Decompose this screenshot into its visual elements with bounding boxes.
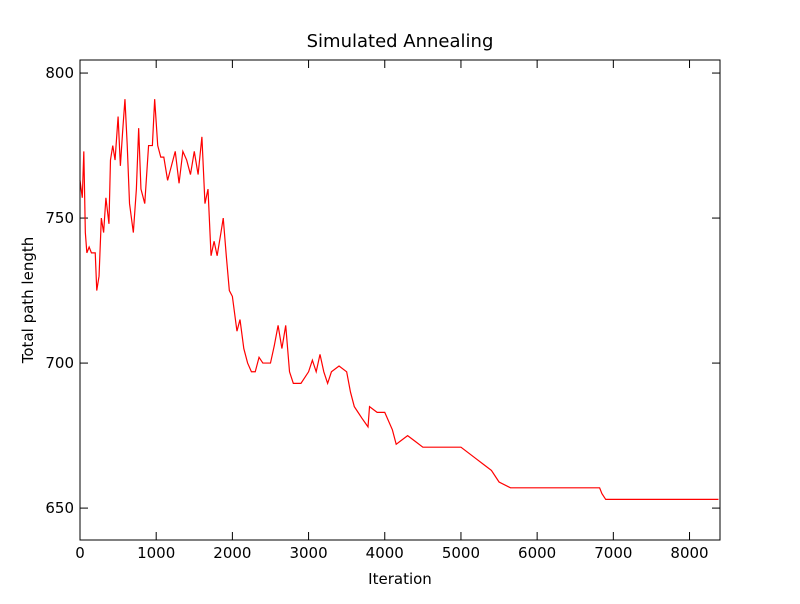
- plot-frame: [79, 59, 721, 541]
- y-tick-label: 750: [45, 209, 74, 227]
- y-tick-label: 700: [45, 354, 74, 372]
- y-tick-label: 650: [45, 499, 74, 517]
- chart-title: Simulated Annealing: [307, 31, 494, 52]
- x-tick-label: 5000: [442, 544, 480, 562]
- x-tick-label: 2000: [213, 544, 251, 562]
- x-tick-label: 8000: [670, 544, 708, 562]
- line: [79, 99, 719, 500]
- x-tick-label: 6000: [518, 544, 556, 562]
- x-axis-label: Iteration: [368, 570, 432, 588]
- x-tick-label: 1000: [137, 544, 175, 562]
- y-axis-label: Total path length: [19, 237, 37, 364]
- x-tick-label: 0: [75, 544, 85, 562]
- x-tick-label: 3000: [289, 544, 327, 562]
- y-tick-label: 800: [45, 64, 74, 82]
- x-tick-label: 7000: [594, 544, 632, 562]
- x-tick-label: 4000: [366, 544, 404, 562]
